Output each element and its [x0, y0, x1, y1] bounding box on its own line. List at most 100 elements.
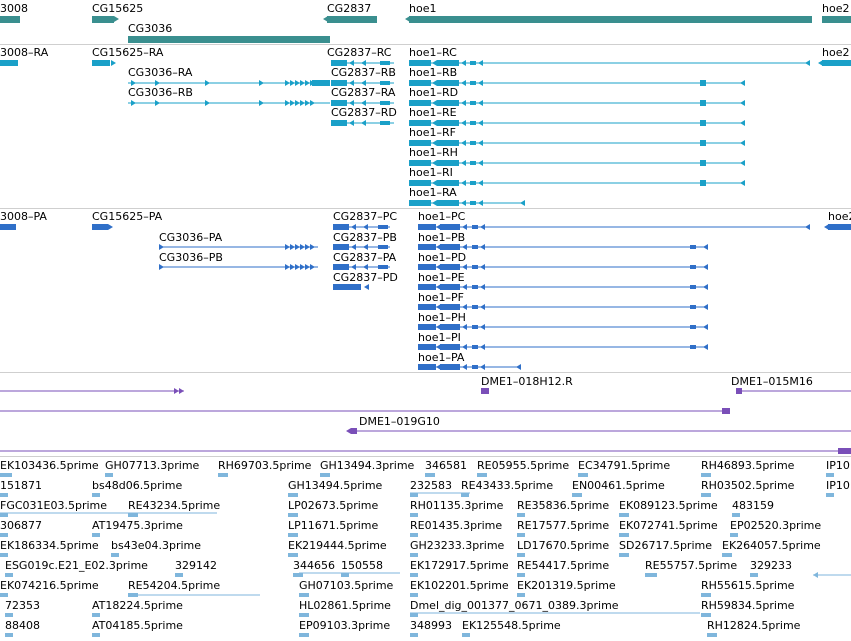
- strand-arrow[interactable]: [703, 324, 708, 330]
- strand-arrow[interactable]: [813, 572, 818, 578]
- strand-arrow[interactable]: [361, 60, 366, 66]
- strand-arrow[interactable]: [300, 264, 305, 270]
- feature-block[interactable]: [690, 245, 696, 249]
- gene-label[interactable]: CG15625: [92, 2, 144, 15]
- strand-arrow[interactable]: [461, 140, 466, 146]
- est-block[interactable]: [517, 513, 525, 517]
- strand-arrow[interactable]: [285, 264, 290, 270]
- est-label[interactable]: 88408: [5, 619, 40, 632]
- est-label[interactable]: GH23233.3prime: [410, 539, 505, 552]
- strand-arrow[interactable]: [108, 224, 113, 230]
- strand-arrow[interactable]: [436, 264, 441, 270]
- est-block[interactable]: [128, 513, 138, 517]
- est-label[interactable]: IP10: [826, 459, 850, 472]
- strand-arrow[interactable]: [462, 344, 467, 350]
- strand-arrow[interactable]: [310, 100, 315, 106]
- est-block[interactable]: [5, 633, 13, 637]
- clone-label[interactable]: DME1–019G10: [359, 415, 440, 428]
- est-label[interactable]: EK103436.5prime: [0, 459, 99, 472]
- est-block[interactable]: [111, 553, 119, 557]
- est-label[interactable]: EN00461.5prime: [572, 479, 665, 492]
- feature-block[interactable]: [440, 284, 460, 290]
- est-label[interactable]: EK089123.5prime: [619, 499, 718, 512]
- feature-block[interactable]: [440, 324, 460, 330]
- est-block[interactable]: [299, 613, 309, 617]
- est-label[interactable]: 344656: [293, 559, 335, 572]
- strand-arrow[interactable]: [285, 100, 290, 106]
- gene-label[interactable]: 3008: [0, 2, 28, 15]
- feature-block[interactable]: [690, 305, 696, 309]
- protein-label[interactable]: hoe1–PE: [418, 271, 465, 284]
- strand-arrow[interactable]: [290, 80, 295, 86]
- est-label[interactable]: EK074216.5prime: [0, 579, 99, 592]
- protein-label[interactable]: hoe1–PB: [418, 231, 466, 244]
- est-label[interactable]: EK172917.5prime: [410, 559, 509, 572]
- clone-end[interactable]: [481, 388, 489, 394]
- strand-arrow[interactable]: [480, 244, 485, 250]
- protein-label[interactable]: CG3036–PB: [159, 251, 223, 264]
- feature-block[interactable]: [380, 81, 390, 85]
- gene-block[interactable]: [0, 16, 20, 23]
- est-label[interactable]: AT18224.5prime: [92, 599, 183, 612]
- feature-block[interactable]: [472, 325, 478, 329]
- feature-block[interactable]: [331, 80, 347, 86]
- feature-block[interactable]: [437, 80, 459, 86]
- strand-arrow[interactable]: [461, 100, 466, 106]
- strand-arrow[interactable]: [478, 60, 483, 66]
- est-label[interactable]: 150558: [341, 559, 383, 572]
- strand-arrow[interactable]: [461, 60, 466, 66]
- feature-block[interactable]: [470, 101, 476, 105]
- feature-block[interactable]: [440, 364, 460, 370]
- est-label[interactable]: LD17670.5prime: [517, 539, 610, 552]
- est-block[interactable]: [288, 553, 298, 557]
- strand-arrow[interactable]: [703, 344, 708, 350]
- est-label[interactable]: Dmel_dig_001377_0671_0389.3prime: [410, 599, 619, 612]
- strand-arrow[interactable]: [290, 244, 295, 250]
- est-block[interactable]: [288, 513, 298, 517]
- est-block[interactable]: [410, 493, 418, 497]
- protein-label[interactable]: CG2837–PA: [333, 251, 397, 264]
- feature-block[interactable]: [418, 364, 436, 370]
- protein-label[interactable]: CG3036–PA: [159, 231, 223, 244]
- gene-block[interactable]: [409, 16, 812, 23]
- strand-arrow[interactable]: [516, 364, 521, 370]
- strand-arrow[interactable]: [259, 100, 264, 106]
- strand-arrow[interactable]: [432, 60, 437, 66]
- feature-block[interactable]: [690, 325, 696, 329]
- est-block[interactable]: [288, 493, 298, 497]
- gene-label[interactable]: CG2837: [327, 2, 372, 15]
- protein-label[interactable]: CG2837–PD: [333, 271, 398, 284]
- strand-arrow[interactable]: [159, 244, 164, 250]
- est-block[interactable]: [517, 593, 525, 597]
- transcript-label[interactable]: hoe1–RA: [409, 186, 457, 199]
- est-block[interactable]: [410, 633, 418, 637]
- strand-arrow[interactable]: [462, 364, 467, 370]
- strand-arrow[interactable]: [480, 324, 485, 330]
- protein-label[interactable]: 3008–PA: [0, 210, 47, 223]
- est-block[interactable]: [92, 633, 100, 637]
- est-block[interactable]: [410, 573, 418, 577]
- est-label[interactable]: EK186334.5prime: [0, 539, 99, 552]
- feature-block[interactable]: [409, 80, 431, 86]
- strand-arrow[interactable]: [436, 304, 441, 310]
- est-label[interactable]: AT19475.3prime: [92, 519, 183, 532]
- est-block[interactable]: [826, 493, 834, 497]
- est-block[interactable]: [0, 513, 8, 517]
- est-label[interactable]: RE05955.5prime: [477, 459, 570, 472]
- strand-arrow[interactable]: [285, 244, 290, 250]
- strand-arrow[interactable]: [310, 244, 315, 250]
- feature-block[interactable]: [0, 60, 18, 66]
- strand-arrow[interactable]: [461, 180, 466, 186]
- strand-arrow[interactable]: [349, 60, 354, 66]
- est-block[interactable]: [619, 533, 629, 537]
- feature-block[interactable]: [378, 245, 388, 249]
- feature-block[interactable]: [378, 225, 388, 229]
- strand-arrow[interactable]: [363, 244, 368, 250]
- transcript-label[interactable]: hoe1–RH: [409, 146, 458, 159]
- strand-arrow[interactable]: [351, 224, 356, 230]
- est-label[interactable]: ESG019c.E21_E02.3prime: [5, 559, 148, 572]
- est-block[interactable]: [645, 573, 657, 577]
- protein-label[interactable]: hoe1–PD: [418, 251, 467, 264]
- feature-block[interactable]: [418, 344, 436, 350]
- est-label[interactable]: RH03502.5prime: [701, 479, 795, 492]
